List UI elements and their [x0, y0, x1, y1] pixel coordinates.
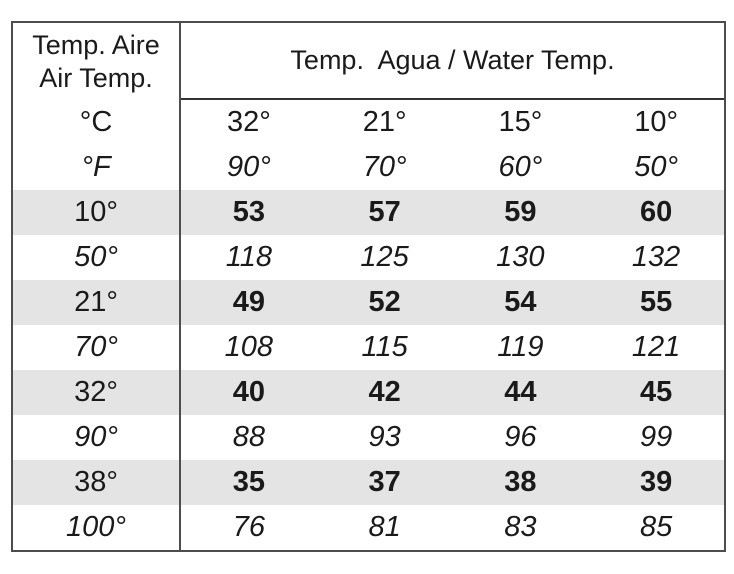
- air-temp-label: 10°: [13, 190, 181, 235]
- water-temp-value: 119: [497, 331, 544, 363]
- water-temp-value: 49: [181, 280, 317, 325]
- water-temp-value: 81: [368, 511, 401, 543]
- water-temp-value: 57: [316, 190, 453, 235]
- water-col-header-f: 90°: [226, 151, 271, 183]
- air-temp-label: 50°: [13, 235, 181, 280]
- water-temp-value: 53: [181, 190, 317, 235]
- water-temp-value: 121: [631, 331, 681, 363]
- water-temp-value: 83: [504, 511, 537, 543]
- air-temp-label: 21°: [13, 280, 181, 325]
- water-temp-value: 118: [225, 241, 272, 273]
- water-temp-value: 96: [504, 421, 537, 453]
- air-temp-title: Temp. Aire Air Temp.: [13, 23, 179, 100]
- water-temp-value: 42: [316, 370, 453, 415]
- air-temp-label: 90°: [13, 415, 181, 460]
- water-temp-value: 52: [316, 280, 453, 325]
- water-col-header-c: 10°: [634, 106, 679, 138]
- water-col-header-f: 60°: [498, 151, 543, 183]
- water-temp-value: 99: [639, 421, 673, 453]
- celsius-unit-label: °C: [79, 106, 113, 138]
- fahrenheit-unit-label: °F: [81, 151, 111, 183]
- water-col-header-f: 50°: [634, 151, 679, 183]
- water-temp-value: 88: [232, 421, 265, 453]
- water-temp-value: 60: [588, 190, 724, 235]
- air-temp-label: 32°: [13, 370, 181, 415]
- water-temp-value: 38: [452, 460, 589, 505]
- water-temp-value: 93: [368, 421, 401, 453]
- water-col-header-f: 70°: [362, 151, 407, 183]
- water-col-header-c: 15°: [498, 106, 543, 138]
- air-temp-label: 38°: [13, 460, 181, 505]
- water-temp-value: 55: [588, 280, 724, 325]
- water-temp-value: 125: [360, 241, 409, 273]
- water-temp-value: 45: [588, 370, 724, 415]
- air-temp-title-spanish: Temp. Aire: [32, 29, 160, 60]
- air-temp-label: 70°: [13, 325, 181, 370]
- water-temp-value: 39: [588, 460, 724, 505]
- water-temp-value: 85: [639, 511, 673, 543]
- water-temp-value: 108: [224, 331, 274, 363]
- water-temp-value: 59: [452, 190, 589, 235]
- air-temp-header-cell: Temp. Aire Air Temp. °C °F: [13, 23, 181, 190]
- water-col-header-c: 32°: [226, 106, 271, 138]
- water-temp-value: 35: [181, 460, 317, 505]
- water-temp-header-cell: Temp. Agua / Water Temp.: [181, 23, 724, 100]
- air-temp-title-english: Air Temp.: [39, 62, 153, 93]
- water-col-header-c: 21°: [362, 106, 407, 138]
- water-temp-value: 130: [496, 241, 545, 273]
- water-temp-value: 37: [316, 460, 453, 505]
- water-temp-value: 115: [361, 331, 408, 363]
- water-temp-value: 76: [232, 511, 265, 543]
- water-temp-value: 132: [631, 241, 681, 273]
- air-temp-label: 100°: [13, 505, 181, 550]
- temperature-table: Temp. Aire Air Temp. °C °F Temp. Agua / …: [11, 21, 726, 552]
- water-temp-value: 44: [452, 370, 589, 415]
- water-temp-value: 54: [452, 280, 589, 325]
- water-temp-value: 40: [181, 370, 317, 415]
